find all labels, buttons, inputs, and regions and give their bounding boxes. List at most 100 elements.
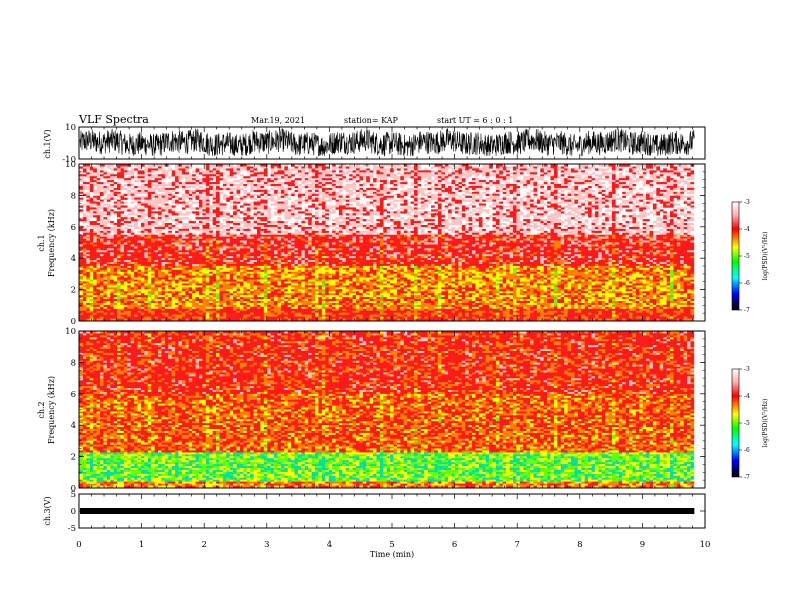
ch1-spectrogram-cell bbox=[434, 186, 438, 188]
ch1-spectrogram-cell bbox=[158, 180, 162, 182]
ch1-spectrogram-cell bbox=[605, 188, 609, 190]
ch1-spectrogram-cell bbox=[619, 184, 623, 186]
ch1-spectrogram-cell bbox=[394, 174, 398, 176]
ch1-spectrogram-cell bbox=[144, 174, 148, 176]
ch1-spectrogram-cell bbox=[503, 184, 507, 186]
ch1-spectrogram-cell bbox=[175, 166, 179, 168]
ch1-spectrogram-cell bbox=[411, 182, 415, 184]
ch1-spectrogram-cell bbox=[172, 182, 176, 184]
ch1-spectrogram-cell bbox=[632, 180, 636, 182]
ch1-spectrogram-cell bbox=[260, 166, 264, 168]
ch1-spectrogram-cell bbox=[356, 176, 360, 178]
ch1-spectrogram-cell bbox=[332, 186, 336, 188]
ch1-spectrogram-cell bbox=[151, 174, 155, 176]
ch1-spectrogram-cell bbox=[673, 180, 677, 182]
ch1-spectrogram-cell bbox=[684, 190, 688, 192]
ch1-spectrogram-cell bbox=[670, 165, 674, 167]
ch1-spectrogram-cell bbox=[141, 172, 145, 174]
ch1-spectrogram-cell bbox=[114, 190, 118, 192]
ch1-spectrogram-cell bbox=[80, 178, 84, 180]
ch1-spectrogram-cell bbox=[496, 165, 500, 167]
ch1-spectrogram-cell bbox=[496, 172, 500, 174]
ch1-spectrogram-cell bbox=[421, 190, 425, 192]
ch1-spectrogram-cell bbox=[660, 176, 664, 178]
ch1-spectrogram-cell bbox=[417, 184, 421, 186]
ch1-spectrogram-cell bbox=[649, 176, 653, 178]
ch1-spectrogram-cell bbox=[274, 170, 278, 172]
ch1-spectrogram-cell bbox=[271, 178, 275, 180]
ch1-spectrogram-cell bbox=[486, 172, 490, 174]
ch1-spectrogram-cell bbox=[428, 174, 432, 176]
ch1-spectrogram-cell bbox=[260, 178, 264, 180]
ch1-spectrogram-cell bbox=[97, 186, 101, 188]
ch1-spectrogram-cell bbox=[93, 168, 97, 170]
ch1-spectrogram-cell bbox=[513, 172, 517, 174]
ch1-spectrogram-cell bbox=[277, 192, 281, 194]
ch1-spectrogram-cell bbox=[547, 174, 551, 176]
ch1-spectrogram-cell bbox=[400, 166, 404, 168]
ch1-spectrogram-cell bbox=[680, 190, 684, 192]
ch1-spectrogram-cell bbox=[281, 172, 285, 174]
ch1-spectrogram-cell bbox=[274, 180, 278, 182]
ch1-spectrogram-cell bbox=[138, 174, 142, 176]
ch1-spectrogram-cell bbox=[107, 180, 111, 182]
ch1-spectrogram-cell bbox=[417, 166, 421, 168]
ch1-spectrogram-cell bbox=[407, 165, 411, 167]
ch1-spectrogram-cell bbox=[663, 172, 667, 174]
ch1-spectrogram-cell bbox=[165, 190, 169, 192]
ch1-spectrogram-cell bbox=[161, 170, 165, 172]
ch1-spectrogram-cell bbox=[223, 182, 227, 184]
ch1-spectrogram-cell bbox=[421, 172, 425, 174]
ch1-spectrogram-cell bbox=[626, 176, 630, 178]
ch1-spectrogram-cell bbox=[359, 166, 363, 168]
ch1-spectrogram-cell bbox=[684, 180, 688, 182]
ch1-spectrogram-cell bbox=[264, 188, 268, 190]
ch1-spectrogram-cell bbox=[513, 186, 517, 188]
ch1-spectrogram-cell bbox=[189, 178, 193, 180]
ch1-spectrogram-cell bbox=[216, 176, 220, 178]
ch1-waveform-trace bbox=[80, 129, 694, 156]
ch1-spectrogram-cell bbox=[622, 176, 626, 178]
ch1-spectrogram-cell bbox=[434, 182, 438, 184]
ch1-spectrogram-cell bbox=[83, 168, 87, 170]
ch1-spectrogram-cell bbox=[677, 188, 681, 190]
ch1-spectrogram-cell bbox=[185, 190, 189, 192]
ch1-spectrogram-cell bbox=[383, 168, 387, 170]
ch1-spectrogram-cell bbox=[110, 186, 114, 188]
ch1-spectrogram-cell bbox=[318, 168, 322, 170]
ch1-spectrogram-cell bbox=[486, 170, 490, 172]
ch1-spectrogram-cell bbox=[554, 174, 558, 176]
ch1-spectrogram-cell bbox=[291, 168, 295, 170]
ch1-spectrogram-cell bbox=[206, 184, 210, 186]
ch1-spectrogram-cell bbox=[530, 178, 534, 180]
ch1-spectrogram-cell bbox=[516, 174, 520, 176]
ch1-spectrogram-cell bbox=[612, 172, 616, 174]
ch1-spectrogram-cell bbox=[97, 178, 101, 180]
ch1-spectrogram-cell bbox=[465, 186, 469, 188]
ch1-spectrogram-cell bbox=[387, 190, 391, 192]
ch1-spectrogram-cell bbox=[465, 172, 469, 174]
ch1-spectrogram-cell bbox=[472, 182, 476, 184]
ch1-spectrogram-cell bbox=[496, 190, 500, 192]
ch1-spectrogram-cell bbox=[97, 172, 101, 174]
ch1-spectrogram-cell bbox=[117, 174, 121, 176]
ch1-spectrogram-cell bbox=[622, 184, 626, 186]
ch1-spectrogram-cell bbox=[178, 174, 182, 176]
ch1-spectrogram-cell bbox=[308, 184, 312, 186]
ch1-spectrogram-cell bbox=[346, 184, 350, 186]
ch1-spectrogram-cell bbox=[482, 174, 486, 176]
ch1-spectrogram-cell bbox=[103, 188, 107, 190]
ch1-spectrogram-cell bbox=[424, 168, 428, 170]
ch1-spectrogram-cell bbox=[335, 174, 339, 176]
ch1-spectrogram-cell bbox=[544, 180, 548, 182]
ch1-spectrogram-cell bbox=[216, 168, 220, 170]
ch1-spectrogram-cell bbox=[305, 192, 309, 194]
ch1-spectrogram-cell bbox=[206, 166, 210, 168]
ch1-spectrogram-cell bbox=[110, 178, 114, 180]
ch1-spectrogram-cell bbox=[359, 190, 363, 192]
ch1-spectrogram-cell bbox=[182, 166, 186, 168]
ch1-spectrogram-cell bbox=[308, 190, 312, 192]
ch1-spectrogram-cell bbox=[527, 178, 531, 180]
ch1-spectrogram-cell bbox=[206, 176, 210, 178]
ch1-spectrogram-cell bbox=[325, 182, 329, 184]
